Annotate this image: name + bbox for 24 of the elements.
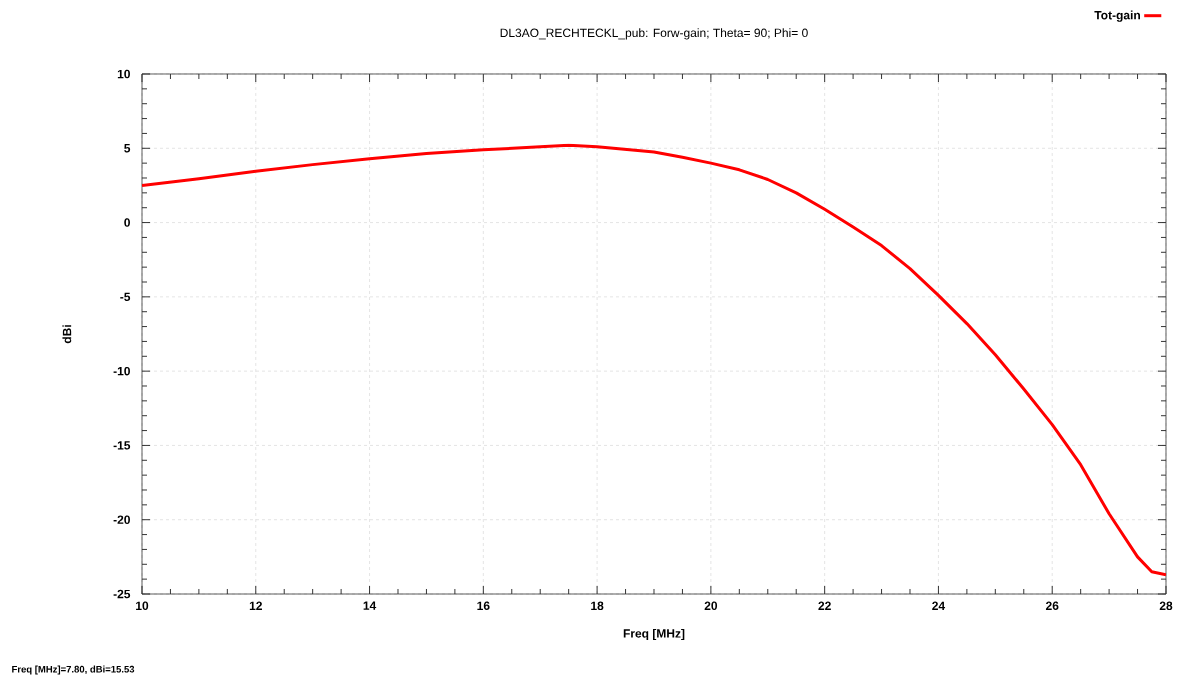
x-tick-label: 22	[818, 601, 831, 610]
x-tick-label: 10	[136, 601, 149, 611]
x-tick-label: 16	[477, 601, 490, 611]
y-tick-label: -25	[113, 589, 131, 599]
x-tick-label: 20	[704, 601, 718, 611]
x-tick-label: 24	[932, 601, 946, 610]
y-tick-label: -20	[113, 515, 130, 524]
x-tick-label: 28	[1159, 601, 1173, 611]
x-tick-label: 12	[249, 601, 262, 610]
y-tick-label: -5	[120, 292, 131, 302]
y-tick-label: 0	[124, 218, 130, 227]
line-series	[142, 143, 1166, 577]
text: Freq [MHz]=7.80, dBi=15.53	[12, 665, 135, 675]
y-axis-title: dBi	[62, 325, 72, 344]
x-tick-label: 18	[591, 601, 604, 611]
x-tick-label: 26	[1045, 601, 1059, 611]
y-tick-label: -10	[113, 366, 130, 376]
y-tick-label: 10	[117, 69, 130, 79]
chart-title: DL3AO_RECHTECKL_pub: Forw-gain; Theta= 90; Phi= 0	[500, 28, 808, 40]
y-tick-label: -15	[113, 441, 131, 450]
x-tick-label: 14	[363, 601, 377, 610]
x-axis-title: Freq [MHz]	[623, 628, 685, 641]
y-tick-label: 5	[124, 144, 131, 153]
legend-label: Tot-gain	[1094, 10, 1140, 22]
